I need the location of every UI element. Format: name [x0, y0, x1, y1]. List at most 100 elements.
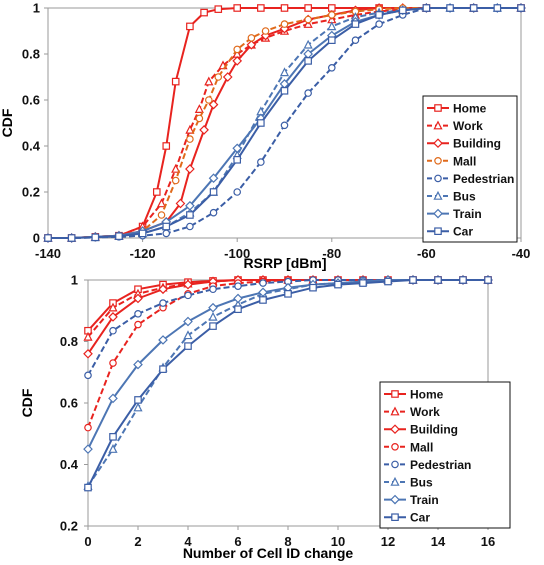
series-car	[84, 276, 492, 492]
data-point	[84, 423, 92, 432]
x-tick-label: -60	[417, 246, 436, 261]
y-tick-label: 0.2	[60, 519, 78, 534]
data-point	[162, 142, 171, 150]
data-point	[209, 208, 218, 217]
x-tick-label: 12	[381, 534, 395, 549]
data-point	[184, 342, 192, 350]
data-point	[208, 311, 218, 321]
data-point	[133, 293, 143, 304]
legend-item-pedestrian: Pedestrian	[427, 172, 514, 186]
data-point	[327, 64, 336, 72]
data-point	[156, 198, 167, 208]
legend-label: Home	[453, 102, 487, 116]
data-point	[195, 114, 204, 123]
data-point	[171, 163, 181, 173]
data-point	[284, 290, 292, 298]
y-tick-label: 1	[71, 273, 78, 288]
data-point	[328, 36, 336, 45]
data-point	[199, 125, 209, 135]
data-point	[351, 36, 360, 45]
data-point	[279, 67, 290, 77]
legend-item-work: Work	[427, 119, 483, 133]
data-point	[186, 211, 194, 219]
legend: Home Work Building Mall Pedestrian Bus Train Ca…	[379, 381, 511, 529]
legend-item-bus: Bus	[427, 190, 476, 204]
x-tick-label: -120	[130, 246, 156, 261]
data-point	[233, 188, 242, 196]
data-point	[234, 305, 242, 314]
data-point	[44, 234, 52, 242]
x-tick-label: 2	[134, 534, 141, 549]
rsrp-cdf-chart: -140 -120 -100 -80 -60 -40 0 0.2 0.4 0.6 0.8 1 RSR…	[0, 1, 530, 272]
data-point	[233, 293, 243, 304]
data-point	[134, 310, 142, 318]
legend-marker	[433, 190, 443, 200]
legend-label: Bus	[410, 476, 433, 490]
y-tick-label: 0.6	[22, 93, 40, 108]
y-tick-label: 0.4	[22, 139, 41, 154]
x-tick-label: -40	[512, 246, 531, 261]
y-axis-ticks: 0.2 0.4 0.6 0.8 1	[60, 273, 88, 534]
data-point	[257, 158, 265, 166]
data-point	[186, 222, 194, 231]
series-car	[44, 4, 525, 242]
data-point	[158, 335, 168, 345]
data-point	[233, 156, 242, 164]
data-point	[247, 34, 256, 42]
data-point	[209, 188, 218, 196]
data-point	[246, 39, 257, 50]
data-point	[108, 312, 118, 322]
data-point	[222, 72, 233, 82]
legend-marker	[391, 460, 399, 469]
data-point	[493, 4, 502, 12]
data-point	[375, 11, 383, 19]
data-point	[459, 276, 467, 284]
x-axis-ticks: 0 2 4 6 8 10 12 14 16	[84, 526, 495, 549]
data-point	[185, 164, 195, 174]
x-tick-label: 6	[234, 534, 241, 549]
legend-marker	[390, 494, 400, 505]
series-line-work	[48, 7, 521, 239]
legend-item-car: Car	[384, 511, 430, 525]
data-point	[138, 229, 147, 238]
data-point	[280, 121, 289, 130]
data-point	[214, 73, 223, 81]
data-point	[183, 330, 193, 340]
x-tick-label: 4	[184, 534, 192, 549]
y-axis-label: CDF	[0, 108, 15, 137]
data-point	[327, 11, 336, 19]
x-tick-label: 10	[331, 534, 345, 549]
y-axis-label: CDF	[19, 388, 35, 417]
data-point	[384, 277, 392, 286]
data-point	[83, 444, 93, 454]
x-tick-label: -80	[322, 246, 341, 261]
data-point	[208, 173, 219, 184]
legend-box	[379, 381, 511, 529]
data-point	[133, 402, 143, 412]
data-point	[109, 326, 117, 335]
data-point	[209, 322, 217, 330]
data-point	[334, 280, 342, 289]
data-point	[205, 96, 213, 104]
data-point	[185, 200, 195, 211]
x-tick-label: 8	[284, 534, 291, 549]
legend-label: Home	[410, 388, 444, 402]
legend-marker	[390, 406, 400, 416]
data-point	[159, 365, 167, 373]
data-point	[183, 279, 193, 290]
legend-label: Mall	[453, 154, 476, 168]
data-point	[257, 4, 265, 12]
legend-marker	[390, 424, 400, 435]
data-point	[208, 302, 218, 313]
legend-item-bus: Bus	[384, 476, 433, 490]
data-point	[517, 4, 525, 12]
data-point	[261, 27, 270, 35]
data-point	[280, 20, 289, 28]
data-point	[185, 124, 195, 134]
data-point	[398, 6, 407, 15]
data-point	[204, 76, 214, 86]
y-tick-label: 0	[33, 231, 40, 246]
data-point	[109, 433, 117, 441]
y-tick-label: 0.8	[60, 334, 78, 349]
data-point	[171, 77, 180, 86]
